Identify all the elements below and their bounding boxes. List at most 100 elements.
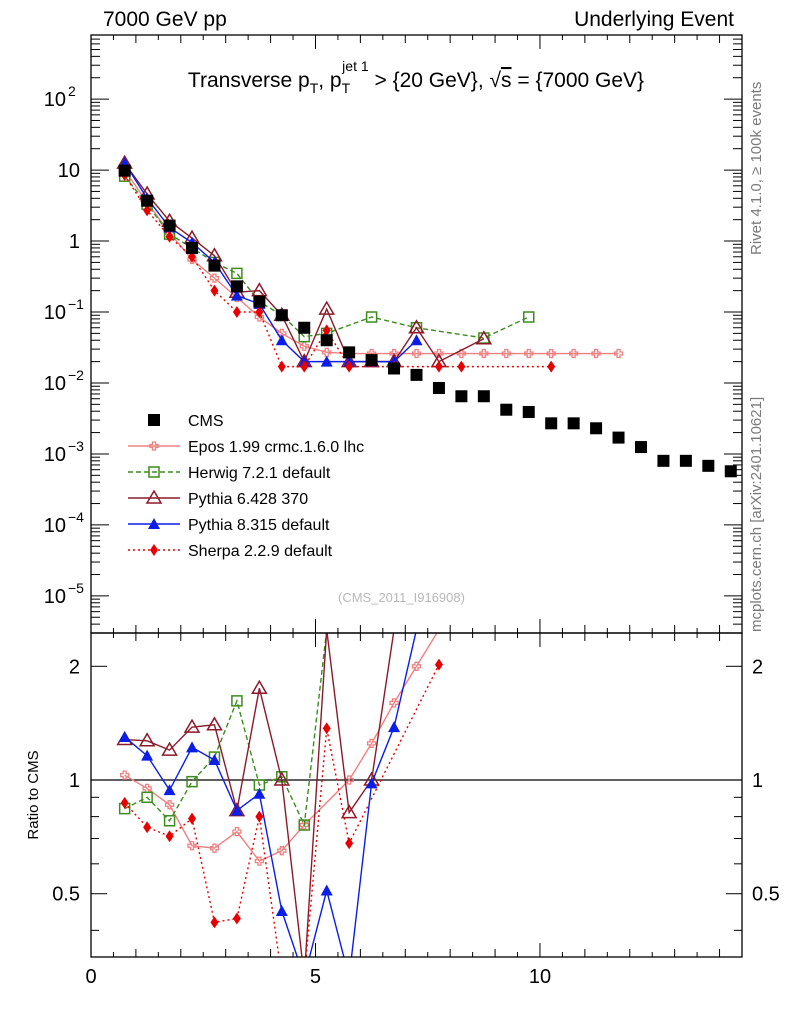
series-herwig-7-2-1-default <box>118 170 535 344</box>
data-point-pythia-6-428-370-15 <box>475 330 493 345</box>
ratio-series-herwig-7-2-1-default <box>118 633 328 831</box>
legend-entry-cms: CMS <box>148 413 224 430</box>
ratio-point-sherpa-2-2-9-default-4 <box>210 916 219 929</box>
data-point-epos-1-99-crmc-1-6-0-lhc-7 <box>277 328 287 339</box>
data-point-herwig-7-2-1-default-13 <box>522 311 535 323</box>
legend-marker-cms <box>148 414 160 426</box>
ratio-point-epos-1-99-crmc-1-6-0-lhc-5 <box>232 826 242 837</box>
data-point-cms-0 <box>118 164 131 177</box>
data-point-sherpa-2-2-9-default-7 <box>277 360 286 373</box>
data-point-cms-26 <box>702 459 715 472</box>
data-point-epos-1-99-crmc-1-6-0-lhc-20 <box>568 348 579 359</box>
ratio-point-pythia-8-315-default-7 <box>275 905 288 917</box>
data-point-herwig-7-2-1-default-10 <box>365 311 378 323</box>
legend-entry-pythia-8-315-default: Pythia 8.315 default <box>128 517 330 534</box>
ratio-point-epos-1-99-crmc-1-6-0-lhc-9 <box>344 775 354 785</box>
data-point-epos-1-99-crmc-1-6-0-lhc-21 <box>591 348 601 359</box>
data-point-cms-4 <box>208 259 221 272</box>
ratio-point-pythia-6-428-370-3 <box>183 718 201 733</box>
series-line-sherpa-2-2-9-default <box>124 174 552 368</box>
ratio-series-sherpa-2-2-9-default <box>120 658 443 957</box>
data-point-sherpa-2-2-9-default-5 <box>232 306 241 319</box>
ratio-point-sherpa-2-2-9-default-3 <box>188 812 197 825</box>
ratio-point-herwig-7-2-1-default-3 <box>186 775 198 788</box>
ratio-point-pythia-8-315-default-0 <box>118 730 131 742</box>
data-point-cms-6 <box>253 295 266 308</box>
ratio-point-epos-1-99-crmc-1-6-0-lhc-2 <box>164 800 175 810</box>
data-point-epos-1-99-crmc-1-6-0-lhc-15 <box>456 348 467 359</box>
ratio-series-pythia-8-315-default <box>118 633 417 957</box>
data-point-sherpa-2-2-9-default-6 <box>255 306 264 319</box>
ratio-y-tick-label-right-2: 2 <box>752 656 763 678</box>
ratio-point-sherpa-2-2-9-default-5 <box>232 912 241 925</box>
data-point-epos-1-99-crmc-1-6-0-lhc-18 <box>524 348 534 359</box>
data-point-cms-5 <box>230 280 243 293</box>
y-tick-exponent-7: 2 <box>68 83 76 99</box>
ratio-line-pythia-6-428-370 <box>124 633 395 957</box>
ratio-point-sherpa-2-2-9-default-9 <box>322 722 331 735</box>
legend: CMS Epos 1.99 crmc.1.6.0 lhc Herwig 7.2.1 … <box>128 413 364 560</box>
series-pythia-6-428-370 <box>116 154 493 368</box>
data-point-epos-1-99-crmc-1-6-0-lhc-17 <box>501 348 511 359</box>
ratio-point-pythia-8-315-default-3 <box>186 741 199 753</box>
y-tick-label-0: 10 <box>44 586 66 608</box>
legend-marker-epos-1-99-crmc-1-6-0-lhc <box>149 441 159 451</box>
data-point-cms-7 <box>275 309 288 322</box>
series-sherpa-2-2-9-default <box>120 169 556 373</box>
ratio-line-sherpa-2-2-9-default <box>124 664 440 957</box>
legend-marker-herwig-7-2-1-default <box>148 466 160 478</box>
ratio-point-pythia-8-315-default-11 <box>365 777 378 789</box>
data-point-pythia-8-315-default-7 <box>275 334 288 346</box>
data-point-pythia-8-315-default-9 <box>320 355 333 367</box>
ratio-point-epos-1-99-crmc-1-6-0-lhc-0 <box>120 770 130 780</box>
legend-label-cms: CMS <box>188 413 224 430</box>
y-tick-exponent-0: −5 <box>68 580 84 596</box>
data-point-cms-20 <box>567 417 580 430</box>
data-point-pythia-6-428-370-9 <box>318 300 336 315</box>
data-point-cms-11 <box>365 354 378 367</box>
y-tick-label-1: 10 <box>44 515 66 537</box>
data-point-epos-1-99-crmc-1-6-0-lhc-22 <box>613 348 624 359</box>
series-line-pythia-8-315-default <box>124 162 417 363</box>
data-point-cms-22 <box>612 431 625 444</box>
data-point-cms-27 <box>724 465 737 478</box>
ratio-y-tick-label-right-0.5: 0.5 <box>752 884 780 906</box>
ratio-point-pythia-6-428-370-6 <box>251 679 268 694</box>
y-tick-exponent-4: −1 <box>68 296 84 312</box>
data-point-sherpa-2-2-9-default-9 <box>322 324 331 337</box>
data-point-epos-1-99-crmc-1-6-0-lhc-19 <box>546 348 556 359</box>
ratio-line-herwig-7-2-1-default <box>124 633 328 828</box>
series-line-pythia-6-428-370 <box>124 162 485 364</box>
data-point-sherpa-2-2-9-default-13 <box>457 360 466 373</box>
data-point-cms-16 <box>477 390 490 403</box>
series-cms <box>118 164 737 478</box>
ratio-point-epos-1-99-crmc-1-6-0-lhc-11 <box>389 698 399 708</box>
ratio-point-pythia-6-428-370-7 <box>273 771 291 786</box>
ratio-line-pythia-8-315-default <box>124 633 417 957</box>
ratio-point-epos-1-99-crmc-1-6-0-lhc-4 <box>209 843 220 853</box>
data-point-cms-1 <box>141 194 154 207</box>
data-point-epos-1-99-crmc-1-6-0-lhc-13 <box>411 348 422 359</box>
data-point-sherpa-2-2-9-default-8 <box>300 360 309 373</box>
ratio-point-pythia-8-315-default-4 <box>208 753 221 765</box>
data-point-cms-14 <box>432 381 445 394</box>
ratio-point-sherpa-2-2-9-default-2 <box>165 830 174 843</box>
data-point-sherpa-2-2-9-default-4 <box>210 284 219 297</box>
y-tick-label-3: 10 <box>44 373 66 395</box>
ratio-point-herwig-7-2-1-default-1 <box>141 791 153 804</box>
ratio-point-pythia-8-315-default-2 <box>163 784 176 796</box>
data-point-sherpa-2-2-9-default-1 <box>143 204 152 217</box>
ratio-point-pythia-6-428-370-1 <box>138 732 156 747</box>
ratio-point-sherpa-2-2-9-default-6 <box>255 810 264 823</box>
y-tick-label-5: 1 <box>69 231 80 253</box>
ratio-point-pythia-6-428-370-2 <box>161 741 178 756</box>
data-point-sherpa-2-2-9-default-10 <box>345 360 354 373</box>
data-point-cms-15 <box>455 390 468 403</box>
ratio-point-sherpa-2-2-9-default-11 <box>434 658 443 671</box>
ratio-point-herwig-7-2-1-default-2 <box>163 815 176 827</box>
x-tick-label-10: 10 <box>529 966 551 988</box>
ratio-point-epos-1-99-crmc-1-6-0-lhc-7 <box>277 846 287 856</box>
ratio-point-sherpa-2-2-9-default-1 <box>143 821 152 834</box>
series-pythia-8-315-default <box>118 157 423 367</box>
